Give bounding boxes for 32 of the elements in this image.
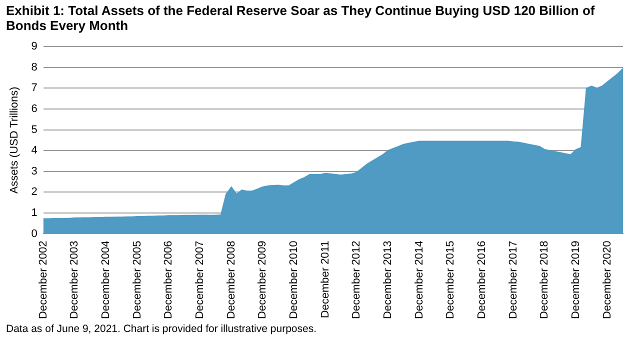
x-tick-label: December 2014 (413, 240, 426, 320)
x-tick-label: December 2006 (162, 240, 175, 320)
x-tick-label: December 2020 (601, 240, 614, 320)
chart-title: Exhibit 1: Total Assets of the Federal Reserve Soar as They Continue Buying USD 120 Billion of Bonds Every Month (6, 3, 596, 33)
y-tick-label: 8 (31, 61, 38, 74)
x-tick-label: December 2005 (131, 240, 144, 320)
x-tick-label: December 2015 (444, 240, 457, 320)
x-tick-label: December 2010 (288, 240, 300, 320)
x-tick-label: December 2011 (319, 240, 332, 318)
y-tick-label: 7 (31, 82, 38, 94)
x-tick-label: December 2009 (256, 240, 269, 320)
x-tick-label: December 2003 (68, 240, 81, 320)
x-tick-label: December 2018 (538, 240, 551, 320)
y-tick-label: 6 (31, 103, 38, 116)
x-tick-label: December 2007 (194, 240, 206, 320)
y-tick-label: 5 (31, 124, 38, 136)
x-tick-label: December 2013 (382, 240, 394, 320)
x-tick-label: December 2004 (100, 240, 112, 320)
y-tick-label: 3 (31, 165, 38, 178)
y-tick-label: 2 (31, 186, 38, 198)
x-tick-label: December 2016 (476, 240, 488, 320)
x-tick-label: December 2012 (350, 240, 363, 320)
x-tick-label: December 2002 (37, 240, 50, 320)
x-tick-label: December 2019 (570, 240, 582, 320)
text: Data as of June 9, 2021. Chart is provided for illustrative purposes. (6, 323, 316, 335)
y-axis-title: Assets (USD Trillions) (8, 86, 21, 194)
x-tick-label: December 2008 (225, 240, 238, 320)
y-tick-label: 4 (31, 144, 38, 157)
y-tick-label: 1 (31, 206, 38, 219)
y-tick-label: 0 (31, 228, 38, 240)
x-tick-label: December 2017 (507, 240, 520, 320)
y-tick-label: 9 (31, 40, 38, 53)
